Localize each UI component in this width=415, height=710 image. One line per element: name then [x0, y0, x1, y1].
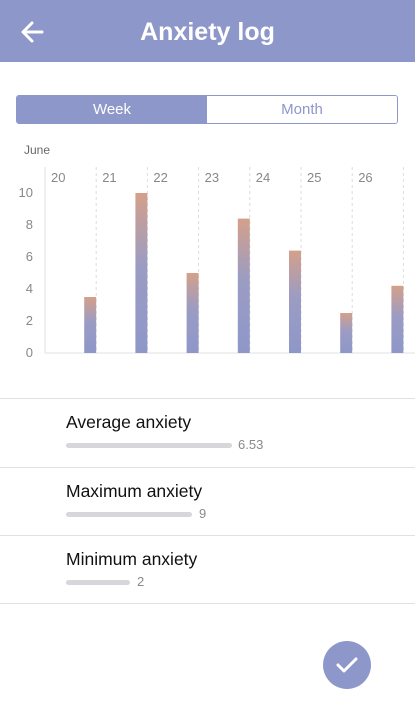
- arrow-left-icon: [21, 21, 44, 43]
- bar-22: [186, 273, 199, 353]
- tab-month[interactable]: Month: [207, 96, 397, 123]
- stat-label: Maximum anxiety: [66, 480, 203, 501]
- x-tick-label: 26: [358, 170, 372, 185]
- bar-23: [237, 218, 250, 353]
- period-toggle: Week Month: [16, 95, 398, 124]
- page-title: Anxiety log: [140, 18, 275, 46]
- y-tick-label: 10: [19, 185, 33, 200]
- y-tick-label: 4: [26, 281, 33, 296]
- stat-bar: [66, 580, 130, 585]
- y-tick-label: 6: [26, 249, 33, 264]
- y-tick-label: 0: [26, 345, 33, 360]
- stat-maximum: Maximum anxiety 9: [0, 466, 415, 536]
- bar-26: [391, 285, 404, 353]
- checkmark-icon: [336, 657, 358, 673]
- stat-value: 2: [137, 574, 145, 589]
- tab-week[interactable]: Week: [17, 96, 207, 123]
- confirm-button[interactable]: [323, 641, 371, 689]
- bar-20: [84, 297, 97, 353]
- y-tick-label: 8: [26, 217, 33, 232]
- x-tick-label: 23: [205, 170, 219, 185]
- app-header: Anxiety log: [0, 0, 415, 62]
- stat-bar: [66, 511, 192, 517]
- stat-minimum: Minimum anxiety 2: [0, 535, 415, 604]
- stat-average: Average anxiety 6.53: [0, 398, 415, 467]
- stat-value: 6.53: [238, 437, 264, 452]
- bar-24: [289, 250, 301, 353]
- stats-list: Average anxiety 6.53 Maximum anxiety 9 M…: [0, 398, 415, 604]
- bar-25: [340, 313, 353, 353]
- stat-value: 9: [199, 505, 207, 521]
- bar-21: [135, 193, 148, 353]
- back-button[interactable]: [18, 18, 50, 46]
- stat-label: Average anxiety: [66, 412, 192, 432]
- x-tick-label: 25: [307, 170, 321, 185]
- x-tick-label: 21: [102, 170, 116, 185]
- stat-bar: [66, 443, 232, 448]
- x-tick-label: 20: [51, 170, 65, 185]
- stat-label: Minimum anxiety: [66, 549, 198, 569]
- y-tick-label: 2: [26, 313, 33, 328]
- chart-month-label: June: [24, 143, 50, 157]
- x-tick-label: 24: [256, 170, 270, 185]
- x-tick-label: 22: [153, 170, 167, 185]
